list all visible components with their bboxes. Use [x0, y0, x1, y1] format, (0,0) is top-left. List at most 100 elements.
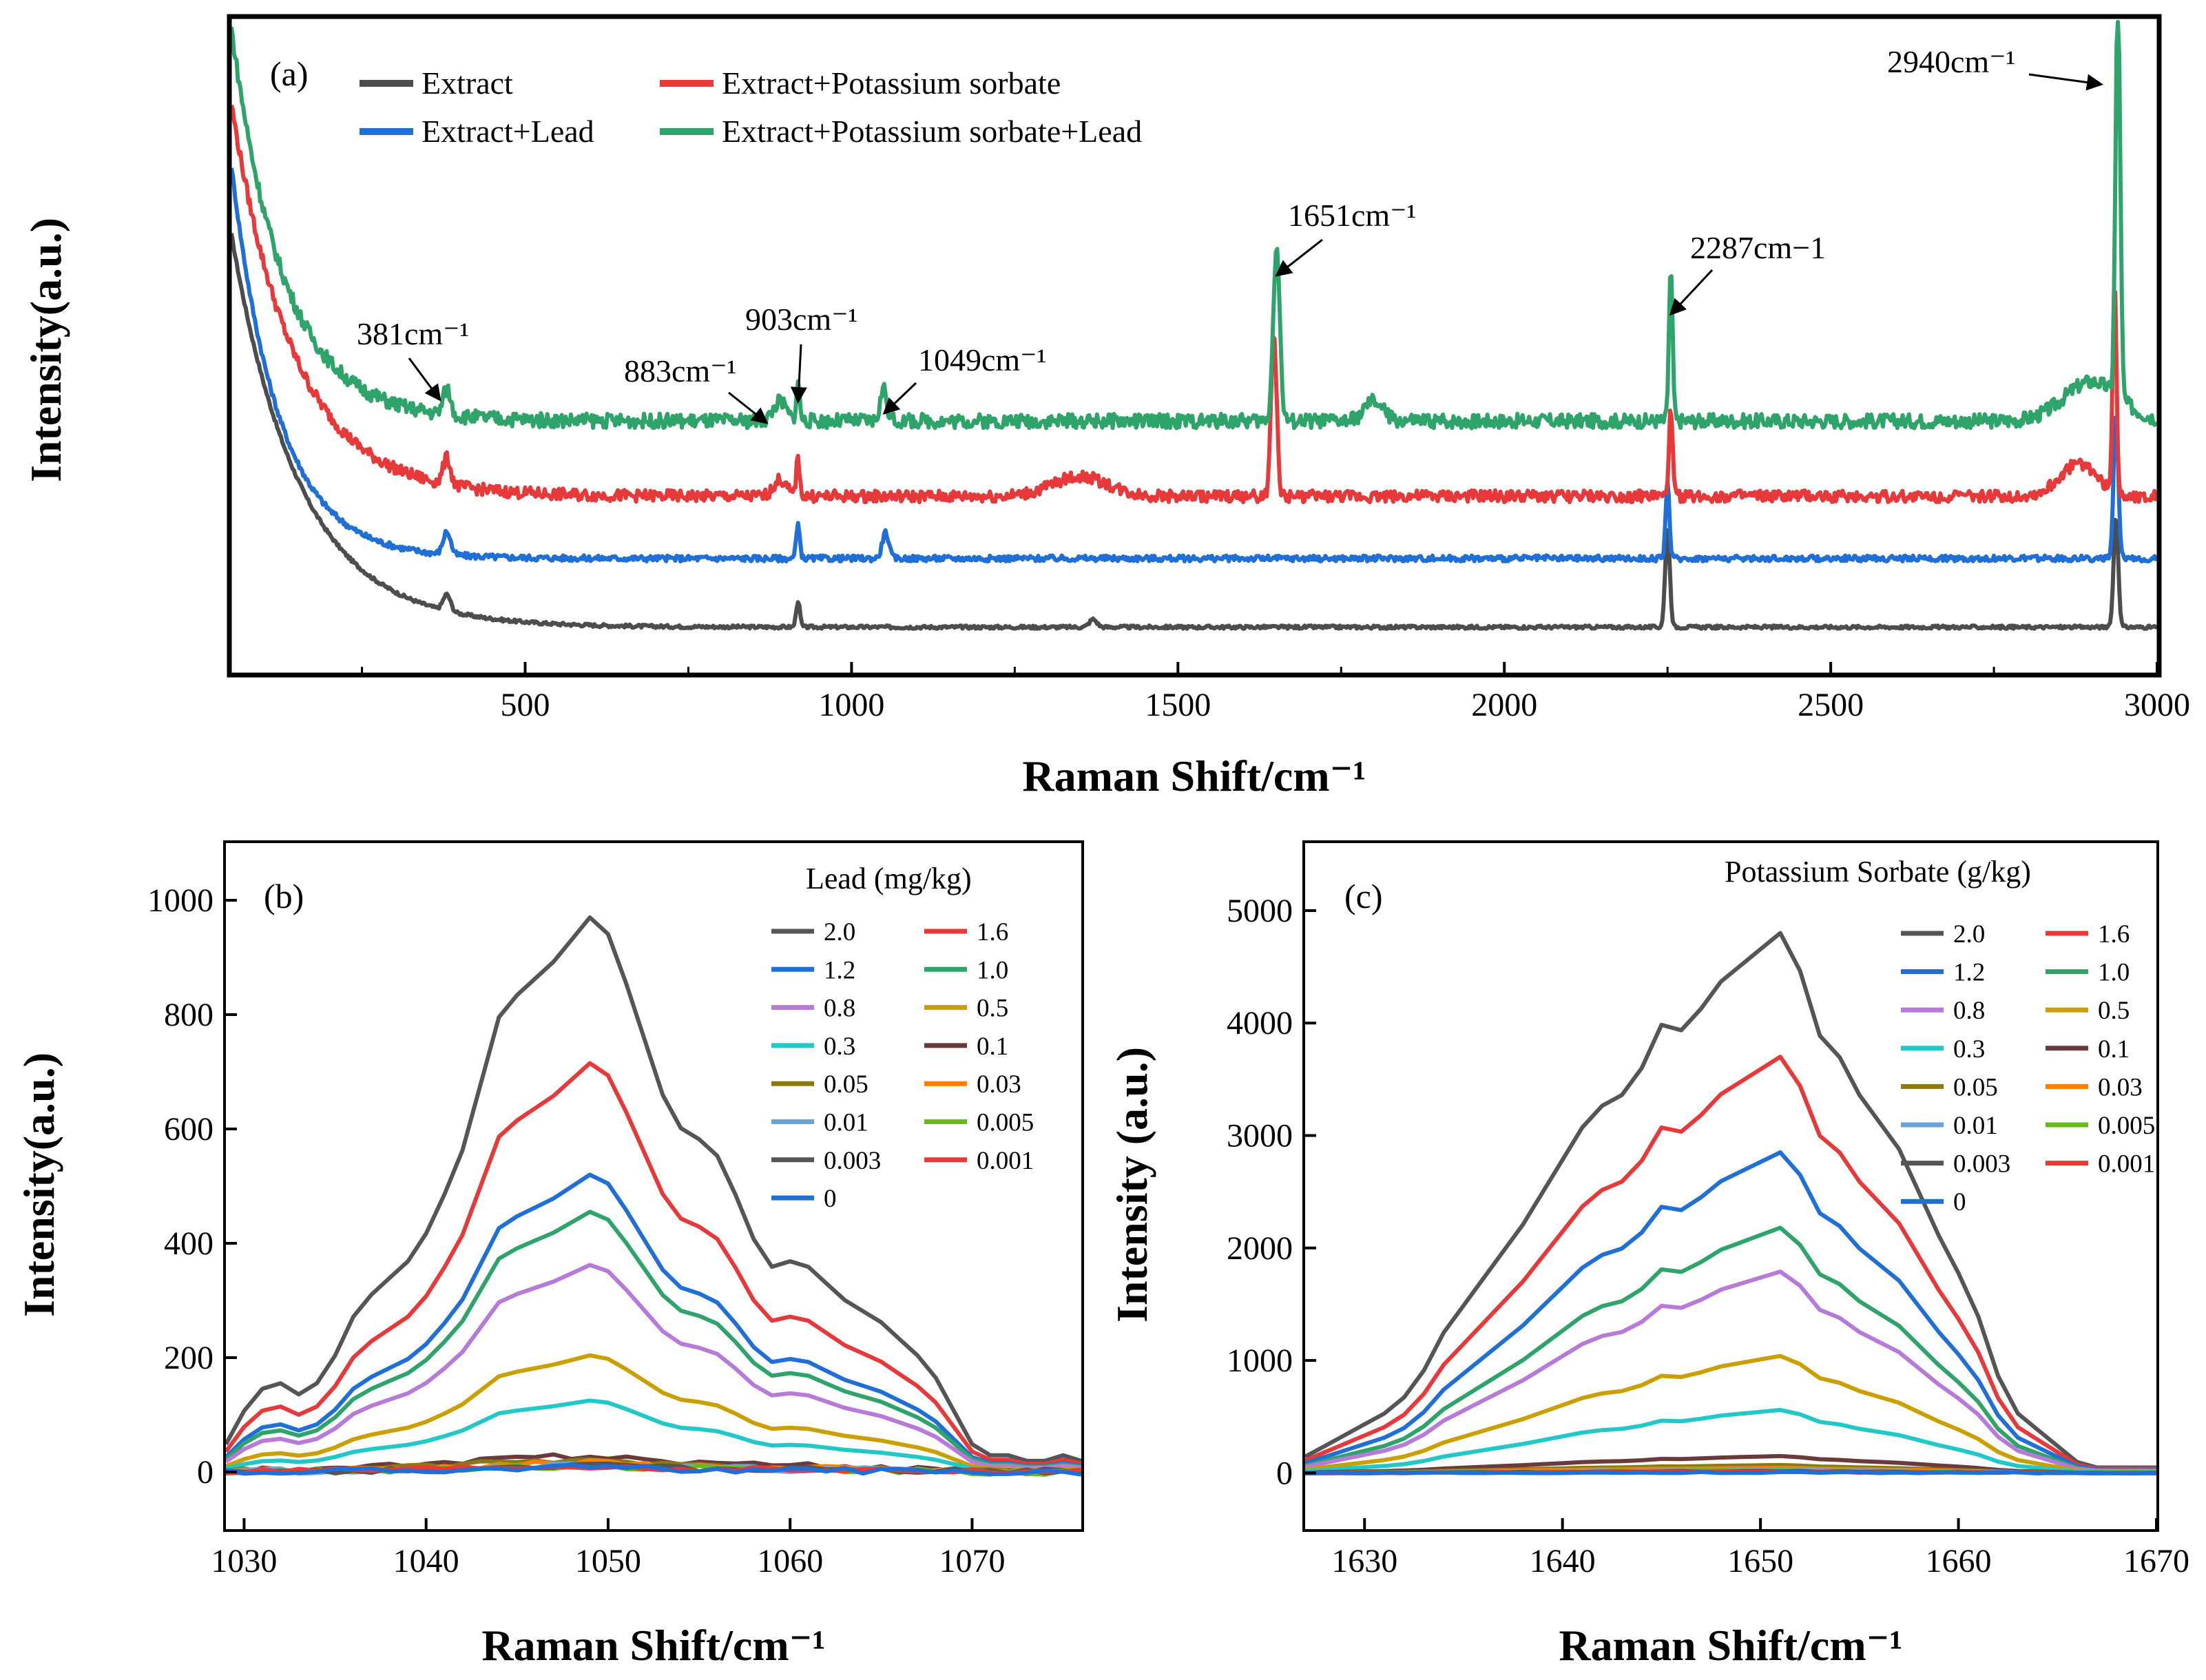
- series-line-extract-potassium-sorbate-lead: [229, 19, 2159, 431]
- legend-label-0-01: 0.01: [824, 1109, 868, 1137]
- x-tick-label-2000: 2000: [1471, 687, 1537, 723]
- legend-label-1-0: 1.0: [2098, 959, 2130, 987]
- legend-label-2-0: 2.0: [1953, 920, 1985, 948]
- panel-a-series-group: [229, 19, 2159, 631]
- y-tick-label-1000: 1000: [147, 882, 214, 919]
- y-tick-label-5000: 5000: [1227, 893, 1293, 929]
- panel-c-legend-title: Potassium Sorbate (g/kg): [1725, 855, 2031, 889]
- series-line-extract: [229, 233, 2158, 631]
- legend-label-0: 0: [1953, 1188, 1966, 1216]
- panel-a-annotations: 381cm⁻¹ 883cm⁻¹ 903cm⁻¹ 1049cm⁻¹ 1651cm⁻…: [357, 44, 2103, 424]
- x-tick-label-1030: 1030: [211, 1543, 277, 1579]
- legend-label-0-03: 0.03: [2098, 1073, 2143, 1101]
- panel-b-series-group: [224, 915, 1082, 1477]
- panel-b-frame: [223, 840, 1084, 1532]
- legend-label-1-6: 1.6: [977, 918, 1008, 946]
- panel-c-legend: 2.0 1.6 1.2 1.0 0.8 0.5 0.3 0.1 0.05 0.03 0.01 0.00…: [1901, 920, 2155, 1216]
- y-tick-label-3000: 3000: [1227, 1118, 1293, 1154]
- legend-label-0-5: 0.5: [2098, 997, 2130, 1025]
- series-line-1-0: [1304, 1225, 2156, 1473]
- legend-label-0-003: 0.003: [1953, 1150, 2010, 1179]
- panel-a-letter: (a): [270, 54, 309, 93]
- y-tick-label-4000: 4000: [1227, 1005, 1293, 1041]
- legend-label-extract: Extract: [422, 65, 513, 101]
- x-tick-label-3000: 3000: [2124, 687, 2190, 723]
- annotation-1651: 1651cm⁻¹: [1288, 198, 1416, 233]
- legend-label-0-003: 0.003: [824, 1147, 881, 1175]
- x-tick-label-1050: 1050: [575, 1543, 641, 1579]
- y-tick-label-0: 0: [1276, 1455, 1293, 1491]
- legend-label-0-1: 0.1: [2098, 1035, 2130, 1064]
- legend-label-1-2: 1.2: [824, 956, 855, 984]
- series-line-0-8: [1304, 1269, 2156, 1473]
- legend-label-0-3: 0.3: [1953, 1035, 1985, 1064]
- series-line-extract-potassium-sorbate: [229, 104, 2159, 504]
- legend-label-0-01: 0.01: [1953, 1112, 1998, 1140]
- series-line-0-3: [225, 1398, 1082, 1473]
- legend-label-1-0: 1.0: [977, 956, 1008, 984]
- series-line-0-5: [1304, 1354, 2156, 1474]
- panel-c-ticks: 1630 1640 1650 1660 1670 0 1000 2000 3000 4000 500…: [1227, 893, 2189, 1579]
- panel-a-y-label: Intensity(a.u.): [21, 218, 70, 482]
- series-line-1-2: [224, 1172, 1082, 1469]
- annotation-2940-arrow: [2028, 73, 2103, 91]
- annotation-1049-arrow: [882, 382, 917, 415]
- annotation-381-arrow: [408, 357, 441, 402]
- x-tick-label-1000: 1000: [818, 687, 884, 723]
- series-line-0-3: [1304, 1407, 2156, 1475]
- x-tick-label-500: 500: [501, 687, 550, 723]
- series-line-1-2: [1304, 1150, 2156, 1472]
- x-tick-label-1670: 1670: [2123, 1543, 2189, 1579]
- legend-label-0-05: 0.05: [824, 1070, 868, 1099]
- x-tick-label-1040: 1040: [393, 1543, 459, 1579]
- annotation-1651-arrow: [1275, 238, 1323, 277]
- y-tick-label-400: 400: [164, 1225, 214, 1262]
- y-tick-label-0: 0: [197, 1454, 214, 1491]
- legend-label-0-8: 0.8: [1953, 997, 1985, 1025]
- panel-c-frame: [1302, 840, 2159, 1532]
- y-tick-label-2000: 2000: [1227, 1230, 1293, 1267]
- series-line-extract-lead: [229, 167, 2159, 563]
- series-line-0-8: [225, 1263, 1082, 1470]
- legend-label-0-005: 0.005: [2098, 1112, 2155, 1140]
- panel-a: 500 1000 1500 2000 2500 3000 (a) Raman Shift/…: [21, 14, 2190, 800]
- panel-a-legend: Extract Extract+Lead Extract+Potassium s…: [360, 65, 1142, 149]
- y-tick-label-600: 600: [164, 1111, 214, 1148]
- panel-b-ticks: 1030 1040 1050 1060 1070 0 200 400 600 800 1000: [147, 882, 1005, 1579]
- panel-c-y-label: Intensity (a.u.): [1107, 1047, 1156, 1323]
- y-tick-label-200: 200: [164, 1340, 214, 1376]
- legend-label-extract-lead: Extract+Lead: [422, 114, 594, 149]
- annotation-883-arrow: [728, 391, 769, 424]
- panel-a-x-ticks: 500 1000 1500 2000 2500 3000: [361, 662, 2190, 723]
- panel-b-y-label: Intensity(a.u.): [14, 1052, 63, 1317]
- legend-label-0-005: 0.005: [977, 1109, 1034, 1137]
- annotation-2287: 2287cm−1: [1690, 230, 1826, 265]
- legend-label-0-03: 0.03: [977, 1070, 1021, 1099]
- legend-label-extract-sorbate: Extract+Potassium sorbate: [722, 65, 1061, 101]
- series-line-0-5: [225, 1353, 1082, 1472]
- legend-label-0-8: 0.8: [824, 995, 855, 1023]
- x-tick-label-1630: 1630: [1331, 1543, 1397, 1579]
- legend-label-0: 0: [824, 1185, 837, 1213]
- annotation-903: 903cm⁻¹: [745, 302, 857, 337]
- legend-label-0-5: 0.5: [977, 995, 1008, 1023]
- legend-label-2-0: 2.0: [824, 918, 855, 946]
- annotation-883: 883cm⁻¹: [624, 353, 736, 388]
- series-line-1-6: [224, 1061, 1082, 1466]
- panel-b: 1030 1040 1050 1060 1070 0 200 400 600 800 1000 (b…: [14, 840, 1084, 1670]
- legend-label-1-6: 1.6: [2098, 920, 2130, 948]
- panel-a-frame: [227, 14, 2162, 678]
- annotation-381: 381cm⁻¹: [357, 316, 469, 351]
- legend-label-0-05: 0.05: [1953, 1073, 1998, 1101]
- legend-label-0-001: 0.001: [2098, 1150, 2155, 1179]
- panel-c-x-label: Raman Shift/cm⁻¹: [1559, 1621, 1902, 1670]
- series-line-2-0: [1304, 931, 2156, 1470]
- panel-c-series-group: [1304, 931, 2157, 1476]
- x-tick-label-2500: 2500: [1798, 687, 1864, 723]
- annotation-2940: 2940cm⁻¹: [1887, 44, 2015, 79]
- legend-label-0-001: 0.001: [977, 1147, 1034, 1175]
- x-tick-label-1070: 1070: [939, 1543, 1005, 1579]
- panel-c-letter: (c): [1344, 877, 1383, 915]
- legend-label-0-3: 0.3: [824, 1033, 855, 1061]
- x-tick-label-1650: 1650: [1727, 1543, 1793, 1579]
